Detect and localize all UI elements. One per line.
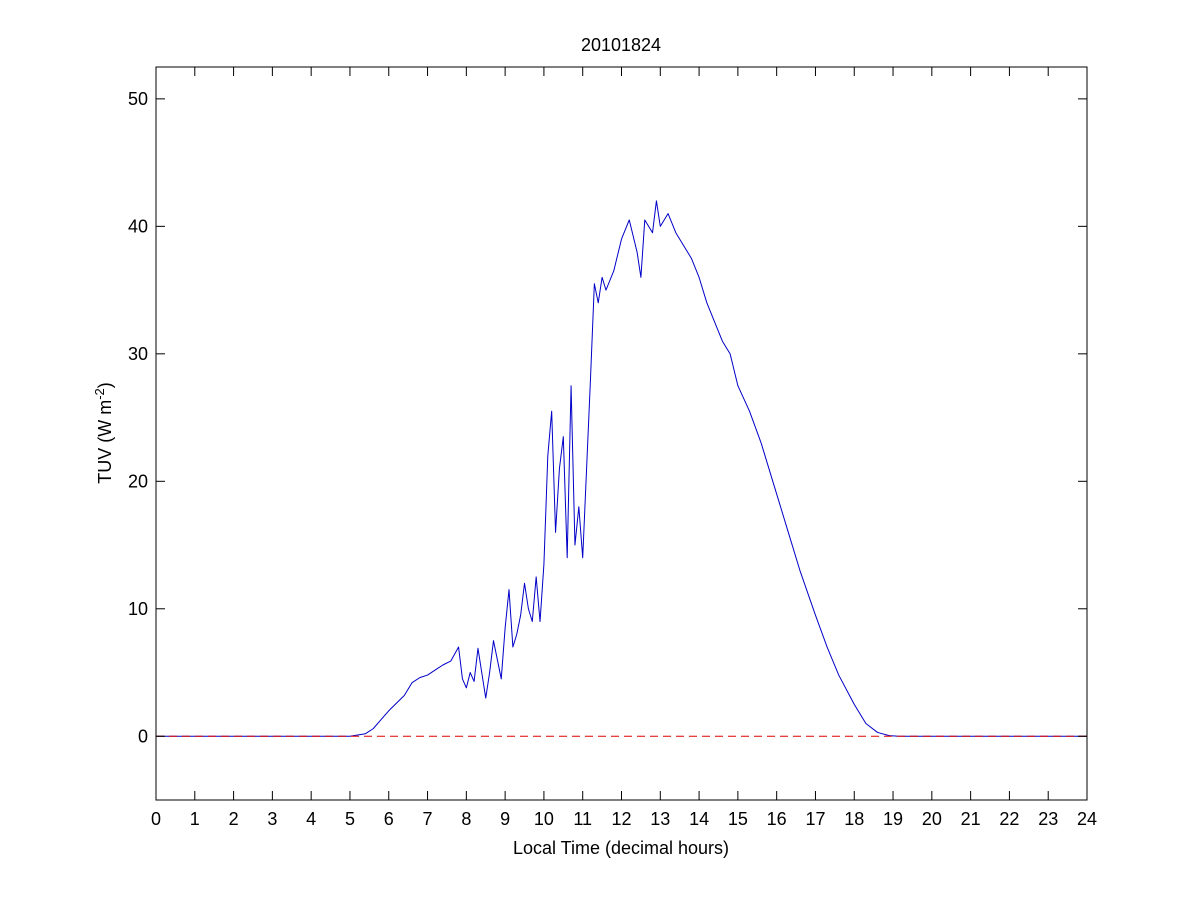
- x-tick-label: 19: [883, 809, 903, 829]
- x-tick-label: 4: [306, 809, 316, 829]
- x-tick-label: 9: [500, 809, 510, 829]
- x-tick-label: 14: [689, 809, 709, 829]
- y-tick-label: 50: [128, 89, 148, 109]
- x-tick-label: 22: [999, 809, 1019, 829]
- x-tick-label: 21: [961, 809, 981, 829]
- x-tick-label: 6: [384, 809, 394, 829]
- x-tick-label: 7: [423, 809, 433, 829]
- x-tick-label: 24: [1077, 809, 1097, 829]
- y-axis-label-superscript: -2: [92, 388, 107, 400]
- y-tick-label: 30: [128, 344, 148, 364]
- x-tick-label: 11: [573, 809, 592, 829]
- x-tick-label: 2: [229, 809, 239, 829]
- x-tick-label: 8: [461, 809, 471, 829]
- x-tick-label: 10: [534, 809, 554, 829]
- x-axis-label: Local Time (decimal hours): [513, 838, 729, 858]
- tuv-series-line: [156, 200, 1087, 737]
- x-tick-label: 23: [1038, 809, 1058, 829]
- x-tick-label: 3: [267, 809, 277, 829]
- x-tick-label: 17: [805, 809, 825, 829]
- x-tick-label: 20: [922, 809, 942, 829]
- y-axis-label-tail: ): [95, 382, 115, 388]
- x-tick-label: 0: [151, 809, 161, 829]
- y-tick-label: 10: [128, 599, 148, 619]
- tick-layer: 0 1 2 3 4 5 6 7 8 9 10 11 12 13 14 15 16 17 18 19 20 21 22 23 24…: [128, 67, 1097, 829]
- x-tick-label: 12: [611, 809, 631, 829]
- plot-area: [156, 67, 1087, 800]
- x-tick-label: 5: [345, 809, 355, 829]
- chart-title: 20101824: [581, 35, 661, 55]
- x-tick-label: 15: [728, 809, 748, 829]
- x-tick-label: 18: [844, 809, 864, 829]
- x-tick-label: 13: [650, 809, 670, 829]
- y-axis-label-main: TUV (W m: [95, 400, 115, 484]
- y-axis-label: TUV (W m-2): [92, 382, 115, 484]
- y-tick-label: 0: [138, 726, 148, 746]
- y-tick-label: 20: [128, 471, 148, 491]
- series-layer: [156, 200, 1087, 737]
- x-tick-label: 16: [767, 809, 787, 829]
- x-tick-label: 1: [190, 809, 200, 829]
- y-tick-label: 40: [128, 216, 148, 236]
